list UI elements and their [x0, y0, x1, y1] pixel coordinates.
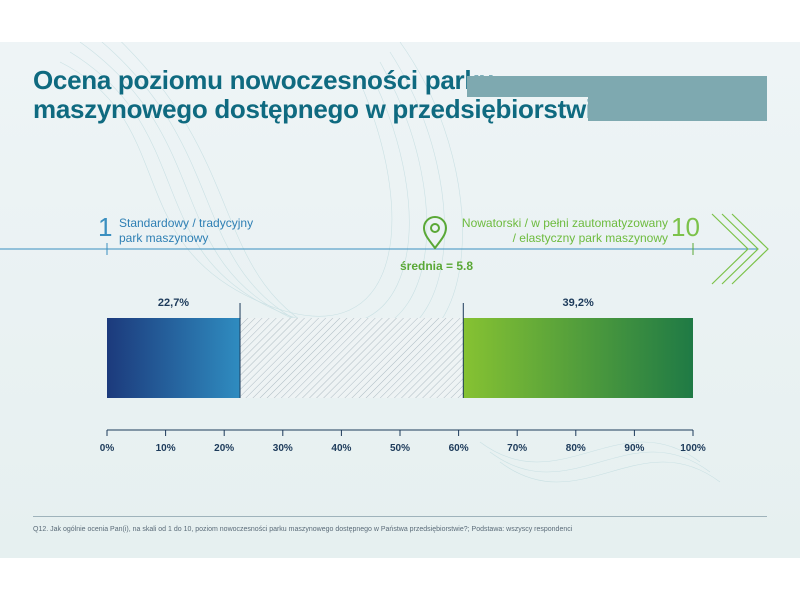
scale-max-label-line-1: Nowatorski / w pełni zautomatyzowany — [461, 216, 668, 230]
title-accent-bar-bottom — [588, 97, 767, 121]
x-tick-label: 20% — [214, 443, 235, 454]
page-title: Ocena poziomu nowoczesności parku maszyn… — [33, 66, 607, 124]
scale-min-label: Standardowy / tradycyjny park maszynowy — [119, 216, 253, 246]
title-accent-bar-top — [467, 76, 767, 97]
segment-value-label: 22,7% — [157, 297, 190, 309]
x-tick-label: 30% — [272, 443, 293, 454]
scale-max-number: 10 — [671, 212, 700, 242]
scale-min-number: 1 — [98, 212, 113, 242]
footnote: Q12. Jak ogólnie ocenia Pan(i), na skali… — [33, 526, 573, 533]
bar-segment-blue-gradient — [107, 318, 241, 398]
x-tick-label: 80% — [565, 443, 586, 454]
bar-segment-hatched — [240, 318, 464, 398]
mean-label: średnia = 5.8 — [400, 259, 474, 273]
chart-card — [0, 42, 800, 558]
title-line-2: maszynowego dostępnego w przedsiębiorstw… — [33, 94, 607, 124]
scale-min-label-line-2: park maszynowy — [119, 231, 209, 245]
x-tick-label: 50% — [389, 443, 411, 454]
x-tick-label: 40% — [331, 443, 352, 454]
x-tick-label: 100% — [680, 443, 706, 454]
scale-min-label-line-1: Standardowy / tradycyjny — [119, 216, 254, 230]
x-tick-label: 10% — [155, 443, 176, 454]
segment-value-label: 39,2% — [562, 297, 594, 309]
bar-segment-green-gradient — [463, 318, 693, 398]
x-tick-label: 90% — [624, 443, 645, 454]
x-tick-label: 0% — [99, 443, 115, 454]
title-line-1: Ocena poziomu nowoczesności parku — [33, 65, 495, 95]
scale-max-label: Nowatorski / w pełni zautomatyzowany / e… — [462, 216, 668, 246]
footnote-divider — [33, 516, 767, 517]
scale-max-label-line-2: / elastyczny park maszynowy — [512, 231, 668, 245]
x-tick-label: 70% — [507, 443, 528, 454]
x-tick-label: 60% — [448, 443, 469, 454]
